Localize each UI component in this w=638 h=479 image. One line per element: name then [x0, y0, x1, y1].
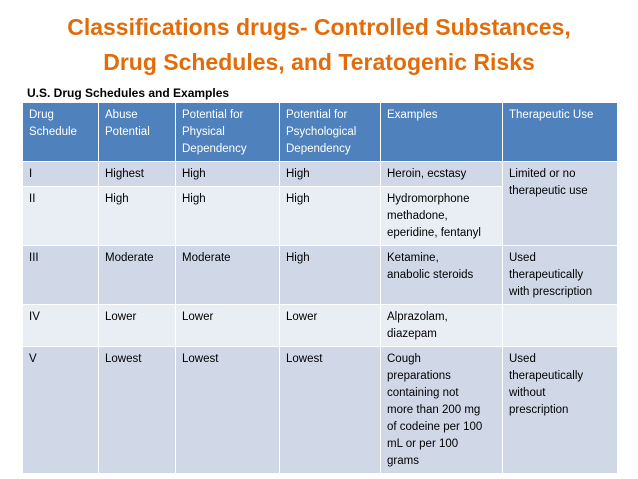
header-drug-schedule: Drug Schedule: [22, 102, 99, 162]
cell-physical: High: [175, 161, 280, 187]
table-row-schedule-v: V Lowest Lowest Lowest Cough preparation…: [22, 346, 618, 474]
cell-psychological: Lowest: [279, 346, 381, 474]
header-abuse-potential: Abuse Potential: [98, 102, 176, 162]
cell-schedule: V: [22, 346, 99, 474]
title-line-2: Drug Schedules, and Teratogenic Risks: [103, 49, 535, 75]
header-physical-dependency: Potential for Physical Dependency: [175, 102, 280, 162]
header-examples: Examples: [380, 102, 503, 162]
cell-psychological: Lower: [279, 304, 381, 347]
cell-physical: High: [175, 186, 280, 246]
cell-examples: Hydromorphone methadone, eperidine, fent…: [380, 186, 503, 246]
table-row-schedule-iii: III Moderate Moderate High Ketamine, ana…: [22, 245, 618, 305]
cell-therapeutic: Used therapeutically with prescription: [502, 245, 618, 305]
cell-therapeutic: Limited or no therapeutic use: [502, 161, 618, 246]
title-line-1: Classifications drugs- Controlled Substa…: [67, 14, 571, 40]
cell-abuse: High: [98, 186, 176, 246]
cell-abuse: Highest: [98, 161, 176, 187]
table-row-schedule-ii: II High High High Hydromorphone methadon…: [22, 186, 618, 246]
cell-physical: Moderate: [175, 245, 280, 305]
cell-examples: Alprazolam, diazepam: [380, 304, 503, 347]
cell-abuse: Moderate: [98, 245, 176, 305]
cell-examples: Heroin, ecstasy: [380, 161, 503, 187]
header-therapeutic-use: Therapeutic Use: [502, 102, 618, 162]
cell-psychological: High: [279, 245, 381, 305]
cell-abuse: Lowest: [98, 346, 176, 474]
cell-examples: Ketamine, anabolic steroids: [380, 245, 503, 305]
cell-schedule: IV: [22, 304, 99, 347]
cell-schedule: II: [22, 186, 99, 246]
cell-therapeutic: Used therapeutically without prescriptio…: [502, 346, 618, 474]
cell-examples: Cough preparations containing not more t…: [380, 346, 503, 474]
table-header-row: Drug Schedule Abuse Potential Potential …: [22, 102, 618, 162]
table-row-schedule-iv: IV Lower Lower Lower Alprazolam, diazepa…: [22, 304, 618, 347]
drug-schedule-table: Drug Schedule Abuse Potential Potential …: [22, 102, 618, 474]
slide-title: Classifications drugs- Controlled Substa…: [0, 10, 638, 80]
cell-therapeutic: [502, 304, 618, 347]
table-row-schedule-i: I Highest High High Heroin, ecstasy Limi…: [22, 161, 618, 246]
cell-schedule: I: [22, 161, 99, 187]
cell-abuse: Lower: [98, 304, 176, 347]
cell-schedule: III: [22, 245, 99, 305]
cell-psychological: High: [279, 186, 381, 246]
cell-physical: Lowest: [175, 346, 280, 474]
cell-psychological: High: [279, 161, 381, 187]
cell-physical: Lower: [175, 304, 280, 347]
header-psychological-dependency: Potential for Psychological Dependency: [279, 102, 381, 162]
table-caption: U.S. Drug Schedules and Examples: [27, 86, 230, 100]
